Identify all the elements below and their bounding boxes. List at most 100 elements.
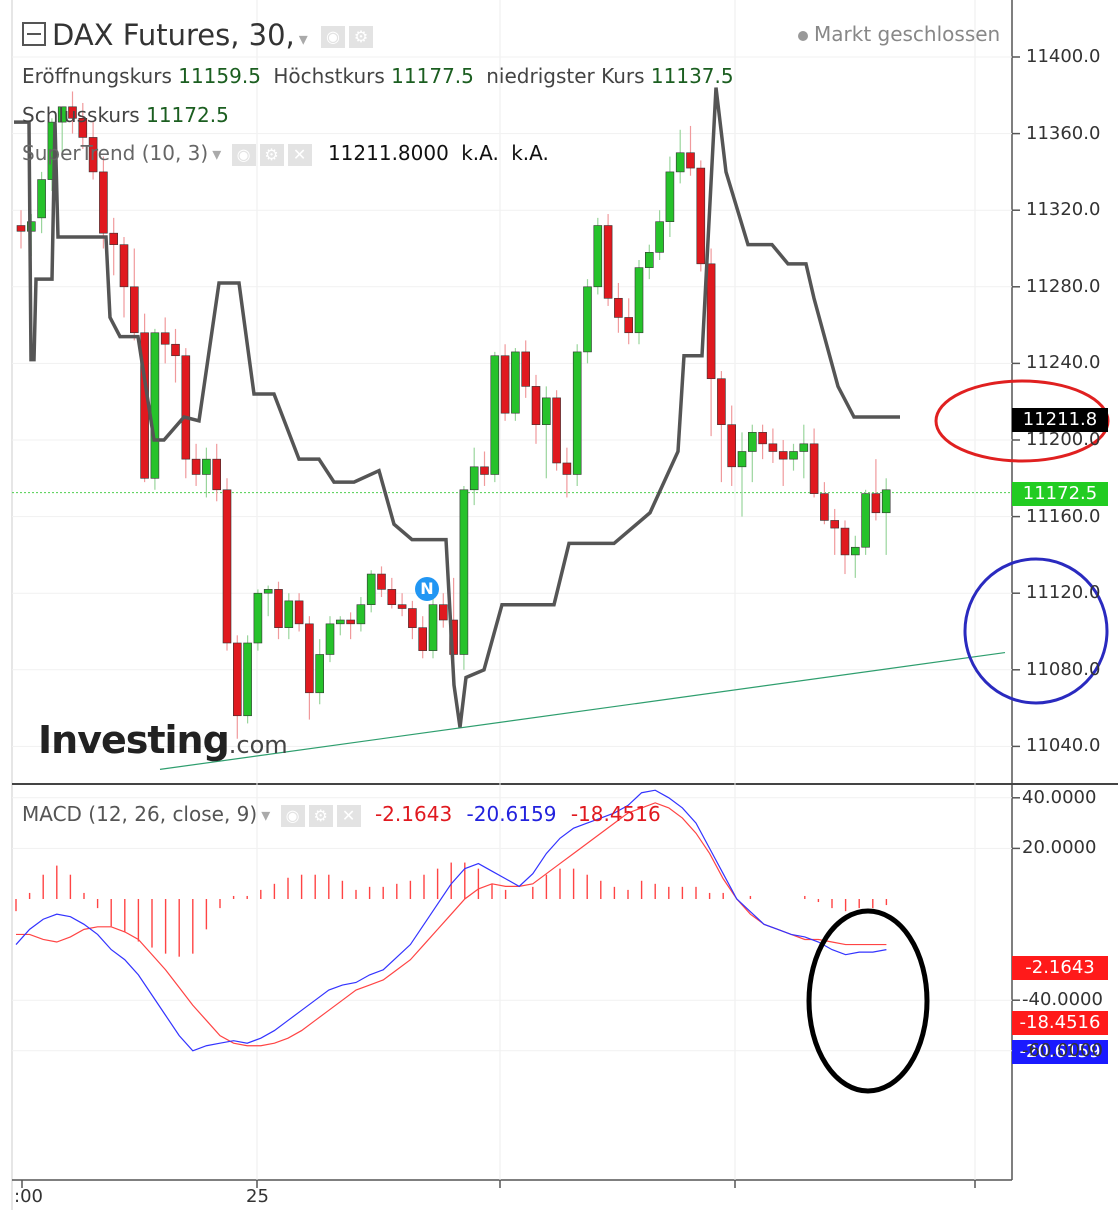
supertrend-value: 11211.8000	[327, 141, 449, 165]
candle-body-11	[130, 286, 139, 334]
macd-hist-badge: -2.1643	[1012, 956, 1108, 980]
candle-body-61	[644, 252, 654, 268]
gear-icon[interactable]: ⚙	[349, 26, 374, 48]
open-label: Eröffnungskurs	[22, 64, 172, 88]
supertrend-eye-icon[interactable]: ◉	[231, 143, 256, 166]
candle-body-72	[758, 432, 767, 445]
supertrend-price-badge: 11211.8	[1012, 408, 1108, 432]
candle-body-41	[438, 604, 448, 621]
y-tick-label-price-8: 11360.0	[1026, 122, 1101, 144]
candle-body-8	[99, 171, 108, 234]
candle-body-75	[789, 451, 798, 460]
candle-body-58	[614, 297, 623, 318]
y-tick-label-macd-2: -40.0000	[1022, 989, 1103, 1011]
macd-eye-icon[interactable]: ◉	[280, 804, 305, 827]
candle-body-32	[346, 619, 355, 625]
macd-legend[interactable]: MACD (12, 26, close, 9) ▾ ◉ ⚙ ✕ -2.1643 -20…	[22, 802, 661, 827]
supertrend-legend[interactable]: SuperTrend (10, 3) ▾ ◉ ⚙ ✕ 11211.8000 k.A. …	[22, 141, 549, 166]
candle-body-15	[171, 343, 180, 357]
candle-body-31	[335, 619, 345, 625]
candle-body-9	[109, 232, 118, 245]
candle-body-46	[490, 355, 500, 475]
candle-body-21	[233, 642, 242, 717]
y-tick-label-macd-0: 40.0000	[1022, 786, 1097, 808]
candle-body-82	[861, 493, 870, 548]
macd-close-icon[interactable]: ✕	[336, 804, 361, 827]
candle-body-38	[408, 608, 417, 628]
candle-body-81	[850, 546, 860, 556]
candle-body-47	[500, 355, 510, 414]
status-dot-icon	[798, 30, 808, 41]
candle-body-78	[820, 493, 829, 521]
symbol-title: DAX Futures, 30,	[52, 18, 295, 52]
last-price-badge: 11172.5	[1012, 482, 1108, 506]
ohlc-legend: Eröffnungskurs 11159.5 Höchstkurs 11177.…	[22, 64, 740, 88]
macd-gear-icon[interactable]: ⚙	[308, 804, 333, 827]
supertrend-line	[14, 87, 900, 728]
macd-main-line	[15, 789, 887, 1052]
y-tick-label-price-7: 11320.0	[1026, 199, 1101, 221]
candle-body-16	[181, 355, 191, 460]
candle-body-19	[212, 458, 221, 491]
supertrend-chevron-icon[interactable]: ▾	[212, 144, 222, 165]
candle-body-52	[552, 397, 561, 464]
macd-signal-value: -18.4516	[570, 802, 661, 826]
candle-body-4	[57, 106, 67, 123]
annotation-red-ellipse	[934, 379, 1110, 463]
candle-body-35	[377, 573, 386, 590]
candle-body-84	[881, 489, 891, 514]
low-value: 11137.5	[650, 64, 734, 88]
y-tick-label-price-0: 11040.0	[1026, 735, 1101, 757]
news-event-marker[interactable]: N	[415, 577, 439, 601]
candle-body-66	[696, 167, 706, 265]
close-legend: Schlusskurs 11172.5	[22, 103, 229, 127]
open-value: 11159.5	[178, 64, 261, 88]
candle-body-56	[593, 225, 603, 288]
supertrend-close-icon[interactable]: ✕	[287, 143, 312, 166]
macd-line-value: -20.6159	[466, 802, 557, 826]
candle-body-27	[294, 600, 304, 625]
macd-line-badge: -20.6159	[1012, 1040, 1108, 1064]
candle-body-33	[356, 604, 366, 625]
y-tick-label-price-6: 11280.0	[1026, 275, 1101, 297]
y-tick-label-price-9: 11400.0	[1026, 46, 1101, 67]
candles-group	[16, 91, 891, 739]
candle-body-20	[222, 489, 232, 644]
x-tick-label-0: :00	[14, 1186, 43, 1207]
candle-body-23	[253, 592, 263, 644]
macd-signal-badge: -18.4516	[1012, 1011, 1108, 1035]
macd-hist-value: -2.1643	[374, 802, 453, 826]
y-tick-label-price-4: 11200.0	[1026, 429, 1101, 450]
supertrend-gear-icon[interactable]: ⚙	[259, 143, 284, 166]
candle-body-39	[418, 627, 428, 651]
collapse-icon[interactable]	[22, 22, 46, 46]
candle-body-50	[531, 386, 541, 425]
candle-body-74	[778, 451, 788, 460]
eye-icon[interactable]: ◉	[321, 26, 346, 48]
candle-body-10	[119, 244, 129, 288]
candle-body-17	[191, 458, 201, 475]
chevron-down-icon[interactable]: ▾	[298, 29, 308, 50]
symbol-legend: DAX Futures, 30, ▾ ◉ ⚙	[22, 18, 374, 52]
candle-body-14	[160, 332, 170, 345]
candle-body-36	[387, 589, 397, 605]
candle-body-22	[243, 642, 252, 717]
logo-brand: Investing	[38, 718, 230, 762]
candle-body-62	[655, 221, 664, 253]
candle-body-40	[428, 604, 438, 651]
y-tick-label-price-5: 11240.0	[1026, 352, 1101, 374]
candle-body-25	[274, 589, 283, 628]
candle-body-48	[511, 351, 520, 414]
candle-body-68	[717, 378, 726, 425]
candle-body-44	[469, 466, 479, 491]
supertrend-label: SuperTrend (10, 3)	[22, 141, 209, 165]
candle-body-69	[727, 424, 737, 468]
candle-body-53	[562, 462, 572, 475]
candle-body-13	[150, 332, 160, 479]
annotation-black-ellipse	[806, 908, 930, 1094]
macd-chevron-icon[interactable]: ▾	[261, 805, 271, 826]
y-tick-label-price-1: 11080.0	[1026, 658, 1101, 680]
candle-body-30	[325, 623, 335, 655]
candle-body-79	[830, 520, 840, 529]
